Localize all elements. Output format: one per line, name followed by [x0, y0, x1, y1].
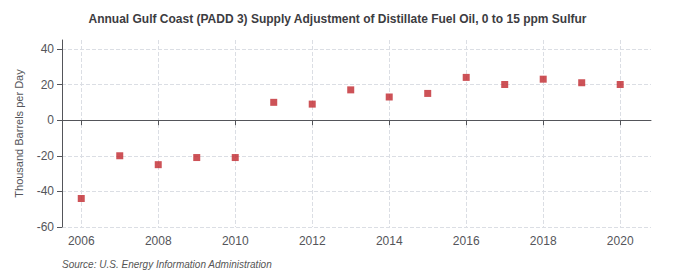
svg-text:2006: 2006 [68, 234, 95, 248]
svg-text:Thousand Barrels per Day: Thousand Barrels per Day [13, 69, 25, 198]
svg-text:2010: 2010 [222, 234, 249, 248]
svg-text:Annual Gulf Coast (PADD 3) Sup: Annual Gulf Coast (PADD 3) Supply Adjust… [88, 12, 586, 26]
svg-text:0: 0 [47, 113, 54, 127]
svg-text:Source: U.S. Energy Informatio: Source: U.S. Energy Information Administ… [62, 259, 272, 270]
svg-text:2016: 2016 [453, 234, 480, 248]
svg-text:20: 20 [41, 78, 55, 92]
svg-text:-20: -20 [37, 149, 55, 163]
svg-text:2008: 2008 [145, 234, 172, 248]
svg-text:2012: 2012 [299, 234, 326, 248]
svg-text:-40: -40 [37, 184, 55, 198]
svg-text:2020: 2020 [607, 234, 634, 248]
svg-text:40: 40 [41, 42, 55, 56]
svg-text:2014: 2014 [376, 234, 403, 248]
svg-text:2018: 2018 [530, 234, 557, 248]
svg-text:-60: -60 [37, 220, 55, 234]
